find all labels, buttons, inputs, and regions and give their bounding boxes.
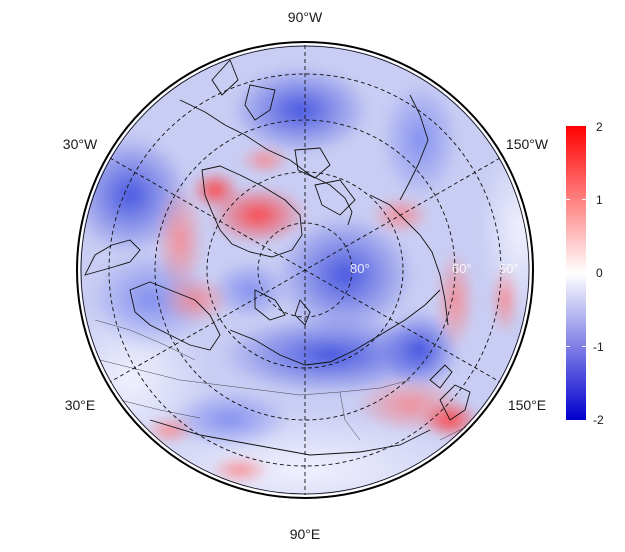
colorbar-ticks [566, 199, 586, 347]
anomaly-canada [230, 65, 370, 155]
graticule [108, 45, 502, 495]
lon-label-bottom: 90°E [290, 526, 321, 542]
lat-label-60: 60° [452, 261, 472, 276]
lon-label-lower-right: 150°E [508, 397, 546, 413]
lon-label-top: 90°W [288, 9, 323, 25]
parallel-70 [206, 171, 404, 369]
lat-label-80: 80° [350, 261, 370, 276]
colorbar-ramp [566, 126, 586, 420]
coast-canada [179, 99, 353, 226]
colorbar-tick-0: 0 [596, 266, 603, 280]
coast-siberia [229, 289, 441, 366]
anomaly-central-arctic [275, 215, 415, 335]
lon-label-upper-right: 150°W [506, 136, 549, 152]
parallel-50 [108, 73, 502, 467]
colorbar-tick-1: 1 [596, 193, 603, 207]
map-border-outer [76, 41, 534, 499]
coast-europe [129, 281, 221, 351]
anomaly-north-atlantic [155, 185, 205, 295]
parallel-80 [257, 222, 353, 318]
colorbar: 2 1 0 -1 -2 [566, 120, 604, 427]
colorbar-tick-neg2: -2 [593, 413, 604, 427]
lon-label-upper-left: 30°W [63, 136, 98, 152]
colorbar-tick-neg1: -1 [593, 340, 604, 354]
meridian-150w-30e [109, 157, 501, 383]
coast-alaska [369, 194, 449, 326]
lat-label-50: 50° [499, 261, 519, 276]
country-borders [94, 319, 481, 441]
coast-japan [439, 384, 471, 421]
colorbar-tick-2: 2 [596, 120, 603, 134]
map-border-inner [80, 45, 530, 495]
parallel-60 [154, 119, 456, 421]
map-disc: 80° 60° 50° [80, 45, 530, 495]
lon-label-lower-left: 30°E [65, 397, 96, 413]
